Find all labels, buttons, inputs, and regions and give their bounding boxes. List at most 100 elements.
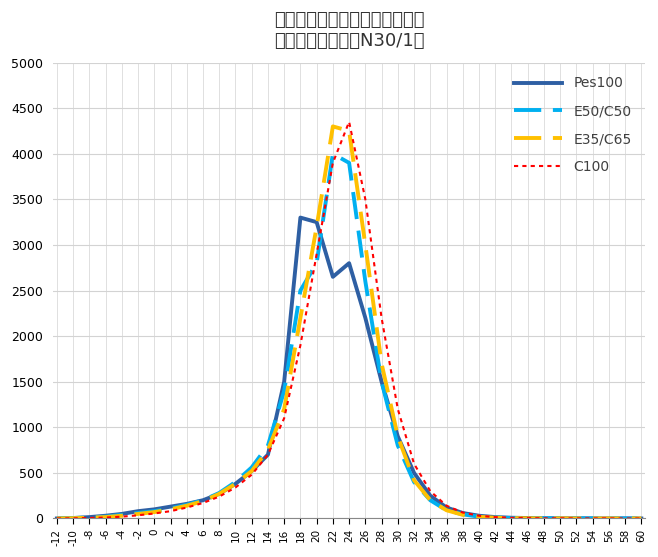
Pes100	[605, 515, 613, 522]
Pes100	[459, 510, 467, 516]
E50/C50	[394, 442, 402, 449]
C100	[410, 461, 418, 467]
Pes100	[345, 260, 353, 266]
C100	[166, 508, 174, 515]
E50/C50	[166, 505, 174, 512]
E50/C50	[345, 159, 353, 166]
E50/C50	[248, 464, 256, 471]
Pes100	[215, 491, 223, 497]
E35/C65	[313, 223, 320, 230]
E50/C50	[69, 515, 77, 521]
C100	[638, 515, 645, 522]
E35/C65	[86, 515, 93, 521]
E50/C50	[53, 515, 61, 522]
E50/C50	[118, 511, 126, 518]
Title: ポリエステル綿のブレンド比と
撚り角度の分布（N30/1）: ポリエステル綿のブレンド比と 撚り角度の分布（N30/1）	[274, 11, 424, 50]
E50/C50	[426, 497, 434, 504]
E35/C65	[556, 515, 564, 522]
E35/C65	[459, 511, 467, 518]
C100	[69, 515, 77, 522]
C100	[394, 405, 402, 412]
Pes100	[361, 315, 369, 321]
C100	[329, 159, 337, 166]
C100	[475, 512, 483, 519]
Line: Pes100: Pes100	[57, 218, 642, 519]
Pes100	[378, 378, 386, 385]
Pes100	[475, 512, 483, 519]
E50/C50	[638, 515, 645, 522]
Pes100	[313, 219, 320, 226]
E50/C50	[280, 388, 288, 394]
E50/C50	[524, 515, 532, 521]
Pes100	[86, 514, 93, 520]
C100	[264, 451, 272, 458]
C100	[101, 514, 109, 521]
C100	[524, 515, 532, 521]
E50/C50	[183, 501, 191, 508]
Pes100	[150, 506, 158, 512]
Pes100	[443, 504, 451, 511]
E35/C65	[166, 506, 174, 512]
Pes100	[589, 515, 597, 522]
Pes100	[69, 515, 77, 521]
C100	[183, 504, 191, 511]
E50/C50	[540, 515, 548, 522]
Pes100	[53, 515, 61, 522]
E50/C50	[86, 514, 93, 521]
E50/C50	[589, 515, 597, 522]
Pes100	[426, 492, 434, 499]
E35/C65	[394, 433, 402, 440]
Pes100	[166, 504, 174, 510]
E35/C65	[638, 515, 645, 522]
E50/C50	[150, 508, 158, 515]
E50/C50	[621, 515, 629, 522]
E50/C50	[378, 378, 386, 385]
Pes100	[621, 515, 629, 522]
Pes100	[232, 481, 240, 487]
E35/C65	[215, 491, 223, 497]
E35/C65	[248, 468, 256, 475]
Pes100	[492, 514, 499, 520]
Pes100	[134, 508, 142, 515]
E35/C65	[540, 515, 548, 522]
E35/C65	[426, 497, 434, 504]
C100	[248, 471, 256, 478]
Pes100	[524, 515, 532, 521]
C100	[507, 515, 515, 521]
E35/C65	[297, 315, 305, 321]
Pes100	[572, 515, 580, 522]
E50/C50	[232, 478, 240, 485]
Pes100	[101, 512, 109, 519]
E35/C65	[492, 515, 499, 521]
C100	[345, 119, 353, 125]
E35/C65	[475, 514, 483, 520]
Pes100	[556, 515, 564, 522]
E35/C65	[232, 481, 240, 487]
C100	[589, 515, 597, 522]
C100	[86, 515, 93, 521]
Pes100	[540, 515, 548, 521]
E35/C65	[150, 509, 158, 515]
E35/C65	[118, 512, 126, 519]
C100	[459, 509, 467, 516]
E35/C65	[264, 447, 272, 453]
E35/C65	[589, 515, 597, 522]
E50/C50	[605, 515, 613, 522]
E35/C65	[410, 477, 418, 483]
E35/C65	[329, 123, 337, 130]
E50/C50	[134, 510, 142, 516]
E50/C50	[443, 507, 451, 514]
E50/C50	[459, 511, 467, 517]
Pes100	[183, 501, 191, 507]
Pes100	[297, 214, 305, 221]
C100	[134, 512, 142, 519]
E35/C65	[134, 511, 142, 517]
E50/C50	[199, 497, 207, 504]
E35/C65	[572, 515, 580, 522]
E35/C65	[345, 128, 353, 134]
Pes100	[394, 433, 402, 440]
E35/C65	[621, 515, 629, 522]
E35/C65	[183, 502, 191, 509]
E50/C50	[572, 515, 580, 522]
C100	[215, 494, 223, 500]
